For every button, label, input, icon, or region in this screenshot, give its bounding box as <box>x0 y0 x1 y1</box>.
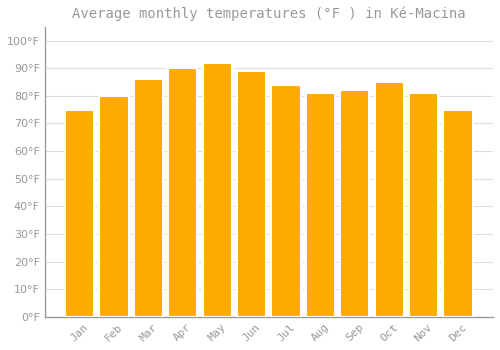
Title: Average monthly temperatures (°F ) in Ké-Macina: Average monthly temperatures (°F ) in Ké… <box>72 7 466 21</box>
Bar <box>444 110 472 317</box>
Bar <box>237 71 266 317</box>
Bar <box>168 68 198 317</box>
Bar <box>306 93 335 317</box>
Bar <box>272 85 300 317</box>
Bar <box>409 93 438 317</box>
Bar <box>65 110 94 317</box>
Bar <box>100 96 128 317</box>
Bar <box>374 82 404 317</box>
Bar <box>202 63 232 317</box>
Bar <box>134 79 163 317</box>
Bar <box>340 90 370 317</box>
